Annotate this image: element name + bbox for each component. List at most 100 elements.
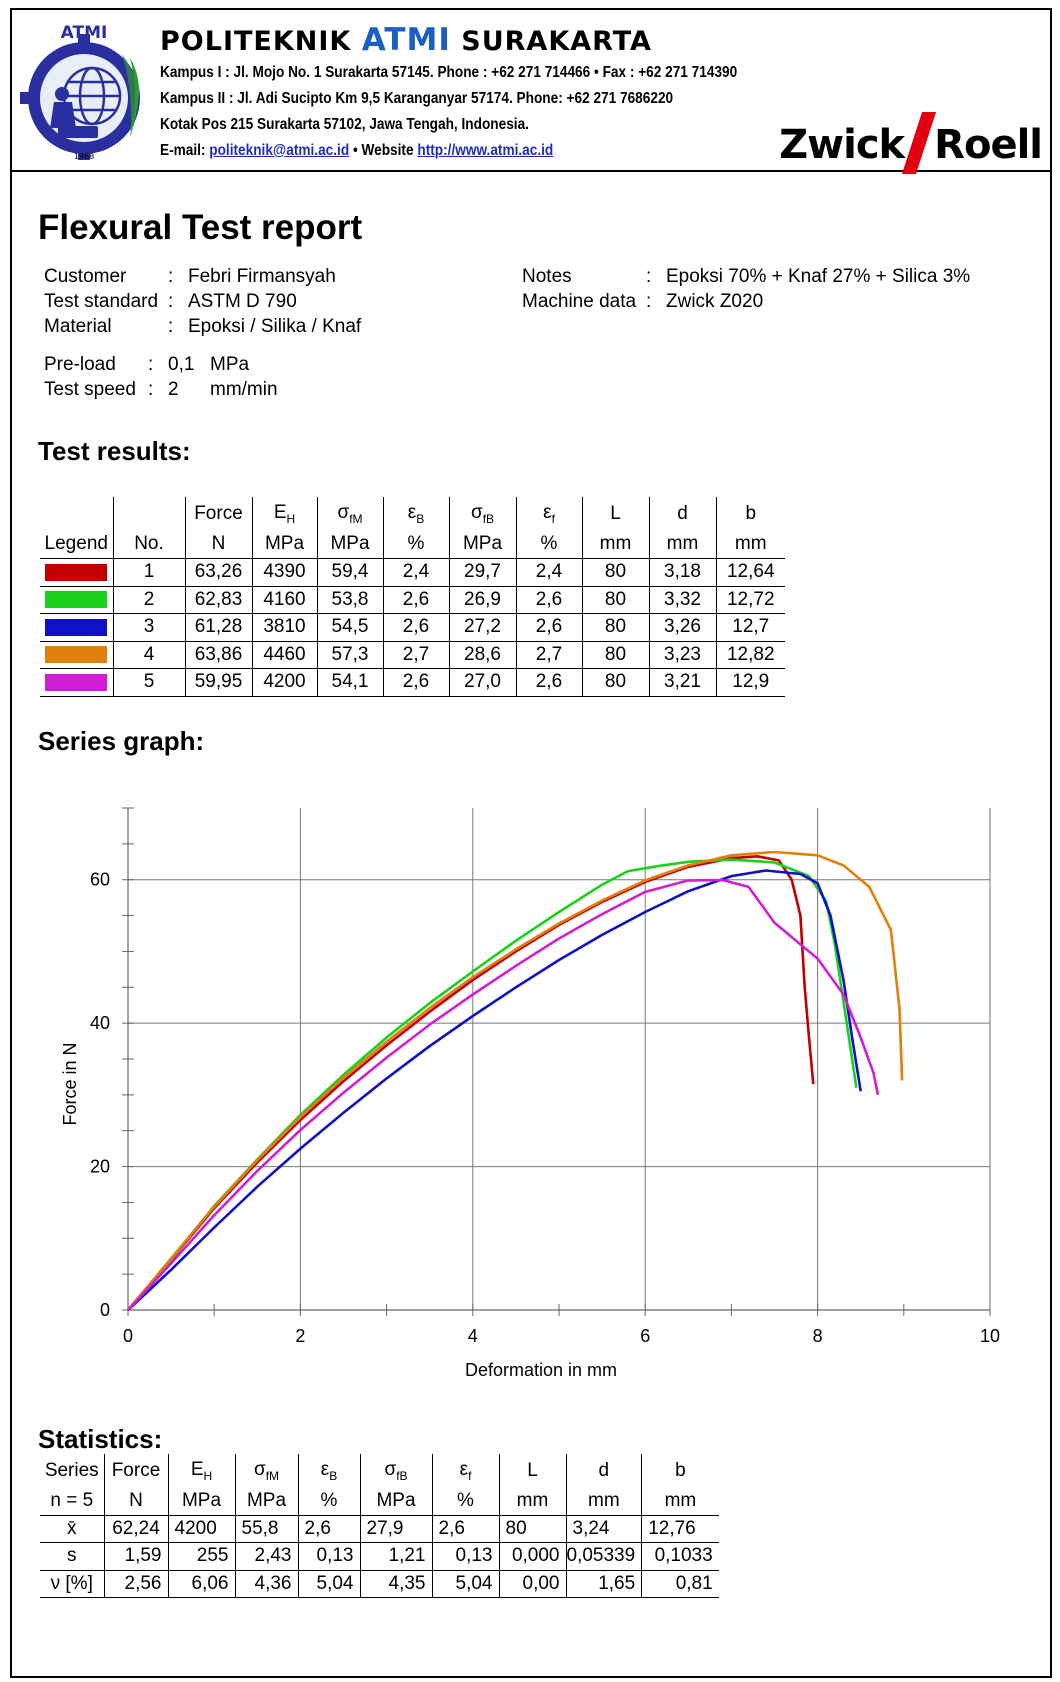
column-unit: MPa: [167, 1488, 235, 1516]
speed-row: Test speed:2 mm/min: [44, 379, 278, 400]
series-graph: 0 2 4 6 8 10 0 20 40 60 Deformation in mm Force in …: [60, 807, 1000, 1380]
table-cell: 27,2: [448, 613, 516, 642]
column-unit: %: [515, 530, 582, 559]
table-cell: 5,04: [431, 1570, 499, 1598]
table-cell: 26,9: [448, 586, 516, 614]
results-unit-row: Legend No. N MPa MPa% MPa% mm mm mm: [40, 530, 785, 559]
table-cell: 4200: [251, 668, 317, 697]
column-symbol: d: [565, 1454, 642, 1488]
x-tick-label: 6: [640, 1326, 650, 1346]
column-symbol: εf: [431, 1454, 499, 1488]
series-line-4: [127, 850, 904, 1311]
table-cell: 59,95: [184, 668, 252, 697]
series-header: Series: [44, 1460, 99, 1481]
table-cell: 80: [581, 668, 649, 697]
table-row: ν [%] 2,56 6,06 4,36 5,04 4,35 5,04 0,00 1,65 0,8…: [40, 1570, 719, 1598]
machine-row: Machine data: Zwick Z020: [522, 291, 764, 312]
column-unit: N: [184, 530, 252, 559]
table-cell: 80: [581, 558, 649, 587]
table-cell: 27,0: [448, 668, 516, 697]
table-cell: 2,4: [515, 558, 582, 587]
column-unit: MPa: [251, 530, 317, 559]
table-row: 2 62,83 4160 53,8 2,6 26,9 2,6 80 3,32 12,72: [40, 586, 785, 614]
table-cell: 12,64: [715, 558, 785, 587]
column-symbol: εB: [297, 1454, 360, 1488]
zwick-roell-logo: Zwick Roell: [779, 112, 1043, 174]
table-cell: 0,000: [498, 1542, 566, 1571]
logo-year: 1968: [74, 152, 94, 161]
series-line-3: [127, 869, 862, 1311]
column-unit: MPa: [316, 530, 383, 559]
logo-text: ATMI: [61, 23, 108, 43]
email-link[interactable]: politeknik@atmi.ac.id: [209, 142, 350, 159]
column-symbol: σfM: [316, 497, 383, 530]
material-row: Material: Epoksi / Silika / Knaf: [44, 316, 362, 337]
column-unit: MPa: [234, 1488, 298, 1516]
table-cell: 3,23: [648, 641, 716, 669]
page-frame: [10, 8, 1052, 1678]
table-cell: 63,86: [184, 641, 252, 669]
table-cell: 0,1033: [641, 1542, 719, 1571]
institution-name: POLITEKNIK ATMI SURAKARTA: [160, 22, 652, 58]
legend-swatch: [45, 618, 108, 636]
row-label: s: [40, 1542, 104, 1571]
table-cell: 1,59: [103, 1542, 168, 1571]
table-cell: 54,1: [316, 668, 383, 697]
series-line-2: [127, 858, 858, 1311]
row-label: x̄: [40, 1515, 104, 1543]
table-cell: 2,7: [382, 641, 449, 669]
table-cell: 2,7: [515, 641, 582, 669]
website-link[interactable]: http://www.atmi.ac.id: [417, 142, 554, 159]
column-unit: %: [382, 530, 449, 559]
table-cell: 80: [581, 613, 649, 642]
table-cell: 0,81: [641, 1570, 719, 1598]
y-tick-label: 20: [90, 1157, 110, 1177]
globe-icon: [62, 66, 122, 126]
column-unit: mm: [715, 530, 785, 559]
table-cell: 0,13: [297, 1542, 360, 1571]
table-cell: 3810: [251, 613, 317, 642]
table-cell: 2,6: [382, 613, 449, 642]
table-cell: 80: [581, 641, 649, 669]
column-symbol: d: [648, 497, 716, 530]
y-axis-label: Force in N: [60, 1042, 80, 1125]
table-cell: 1,21: [359, 1542, 432, 1571]
table-cell: 0,05339: [565, 1542, 642, 1571]
x-tick-label: 2: [295, 1326, 305, 1346]
table-cell: 2,6: [297, 1515, 360, 1543]
address-line-1: Kampus I : Jl. Mojo No. 1 Surakarta 5714…: [160, 64, 738, 81]
table-cell: 255: [167, 1542, 235, 1571]
table-cell: 62,83: [184, 586, 252, 614]
table-row: x̄ 62,24 4200 55,8 2,6 27,9 2,6 80 3,24 12,76: [40, 1515, 719, 1543]
standard-row: Test standard: ASTM D 790: [44, 291, 297, 312]
customer-row: Customer: Febri Firmansyah: [44, 266, 336, 287]
table-row: 4 63,86 4460 57,3 2,7 28,6 2,7 80 3,23 12,82: [40, 641, 785, 669]
column-unit: mm: [641, 1488, 719, 1516]
column-symbol: εf: [515, 497, 582, 530]
table-cell: 2,56: [103, 1570, 168, 1598]
column-unit: N: [103, 1488, 168, 1516]
preload-row: Pre-load:0,1 MPa: [44, 354, 250, 375]
table-cell: 80: [498, 1515, 566, 1543]
worker-icon: [50, 87, 98, 138]
table-cell: 2,6: [515, 668, 582, 697]
row-number: 2: [112, 586, 185, 614]
test-results-heading: Test results:: [38, 436, 191, 466]
legend-cell: [40, 586, 113, 614]
series-line-1: [127, 855, 815, 1311]
table-cell: 3,21: [648, 668, 716, 697]
address-line-3: Kotak Pos 215 Surakarta 57102, Jawa Teng…: [160, 116, 529, 133]
column-symbol: b: [641, 1454, 719, 1488]
table-cell: 27,9: [359, 1515, 432, 1543]
column-symbol: εB: [382, 497, 449, 530]
table-cell: 61,28: [184, 613, 252, 642]
table-cell: 0,13: [431, 1542, 499, 1571]
column-unit: %: [431, 1488, 499, 1516]
table-cell: 2,6: [515, 586, 582, 614]
y-tick-label: 40: [90, 1013, 110, 1033]
table-cell: 3,32: [648, 586, 716, 614]
x-axis-label: Deformation in mm: [465, 1360, 617, 1380]
address-line-2: Kampus II : Jl. Adi Sucipto Km 9,5 Karan…: [160, 90, 674, 107]
